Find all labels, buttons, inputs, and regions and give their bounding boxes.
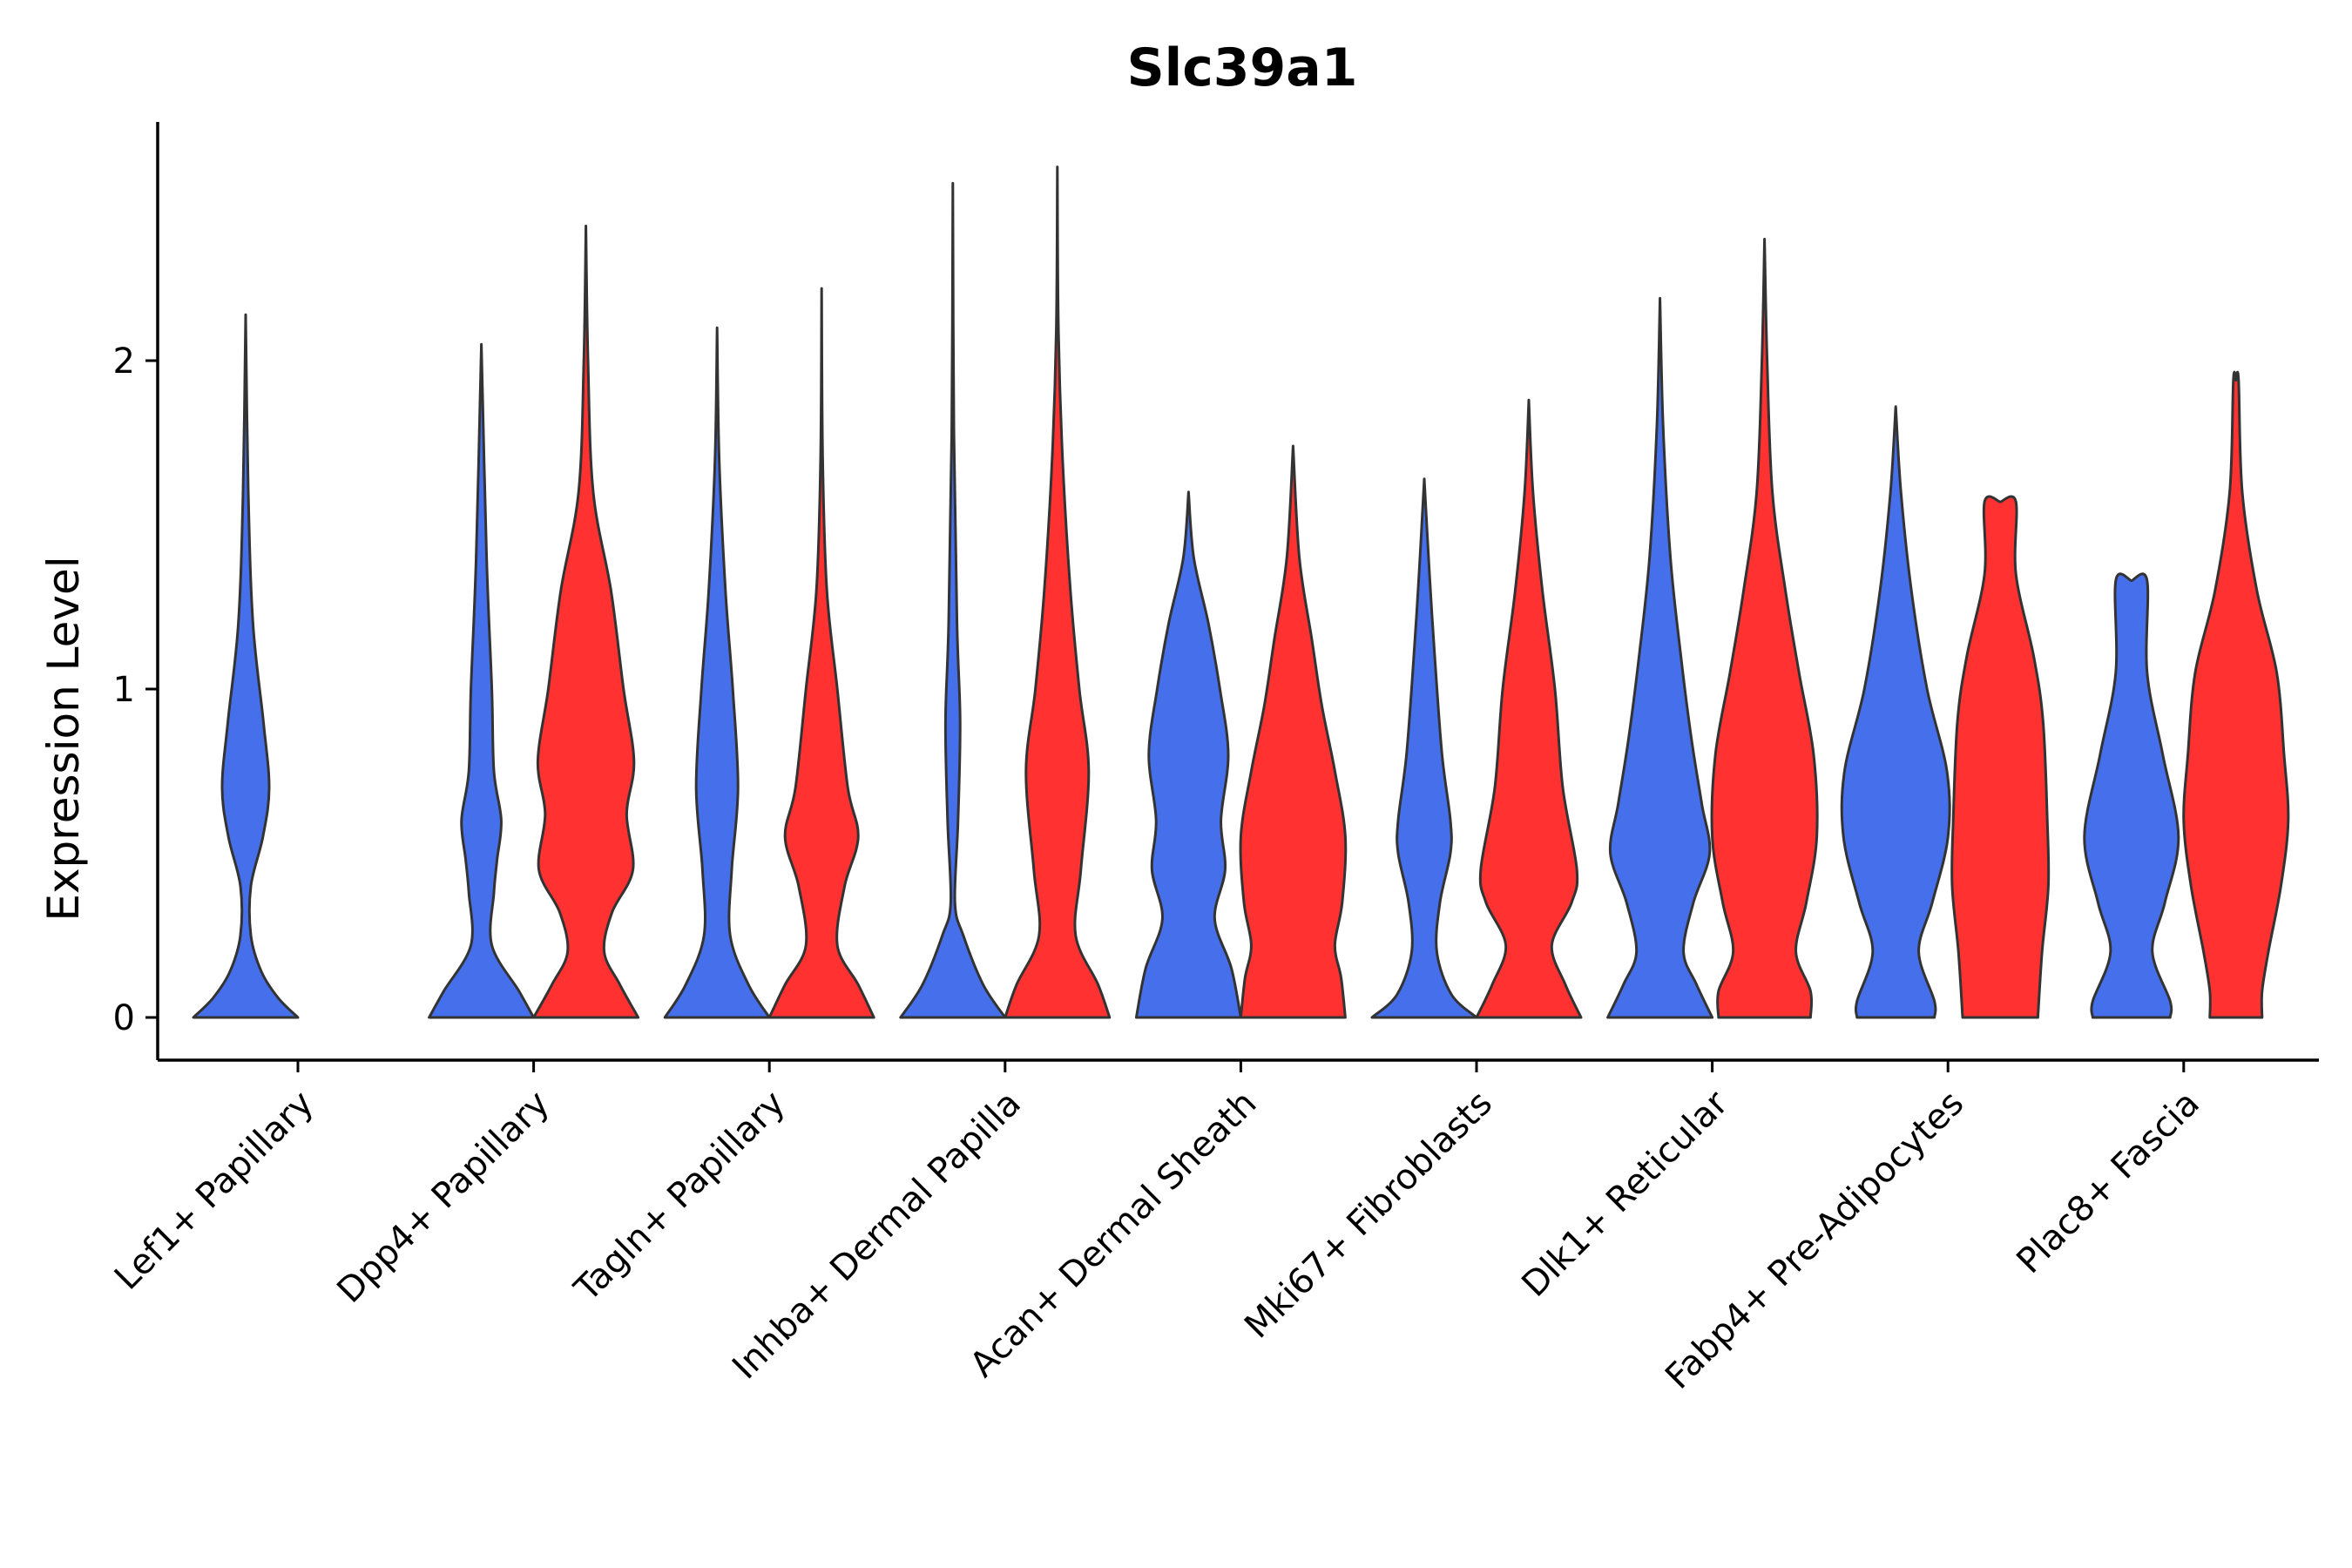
chart-title: Slc39a1 [1126,37,1357,98]
axes-group [156,122,2319,1062]
violin-group2 [2182,370,2290,1019]
violin-group1 [1840,405,1951,1019]
y-tick-label: 1 [113,670,135,710]
x-ticks-group: Lef1+ Papillary Dpp4+ Papillary Tagln+ Pap… [107,1060,2207,1397]
violin-group2 [1475,398,1583,1019]
x-tick-label: Lef1+ Papillary [107,1084,321,1298]
violin-group1 [1134,490,1242,1019]
y-ticks-group: 0 1 2 [113,341,158,1038]
x-tick-label: Dpp4+ Papillary [329,1084,557,1311]
x-tick-label: Tagln+ Papillary [566,1084,793,1310]
x-tick-label: Mki67+ Fibroblasts [1237,1084,1500,1347]
violin-group2 [1950,495,2051,1019]
violin-group1 [899,181,1007,1019]
x-tick-label: Dlk1+ Reticular [1514,1083,1736,1305]
violin-group2 [532,224,640,1019]
violin-group1 [1606,296,1714,1019]
violin-group2 [1004,166,1112,1019]
violin-group2 [1239,444,1348,1019]
violin-group2 [767,287,875,1019]
x-tick-label: Plac8+ Fascia [2009,1084,2207,1282]
violin-group1 [1370,477,1478,1019]
y-axis-label: Expression Level [38,556,89,921]
violin-group1 [192,313,300,1019]
violin-group2 [1710,238,1819,1019]
violin-group1 [2083,572,2180,1019]
violin-group1 [428,342,536,1019]
violin-group1 [663,326,771,1019]
y-tick-label: 0 [113,998,135,1038]
violins-group [192,166,2290,1019]
y-tick-label: 2 [113,341,135,382]
